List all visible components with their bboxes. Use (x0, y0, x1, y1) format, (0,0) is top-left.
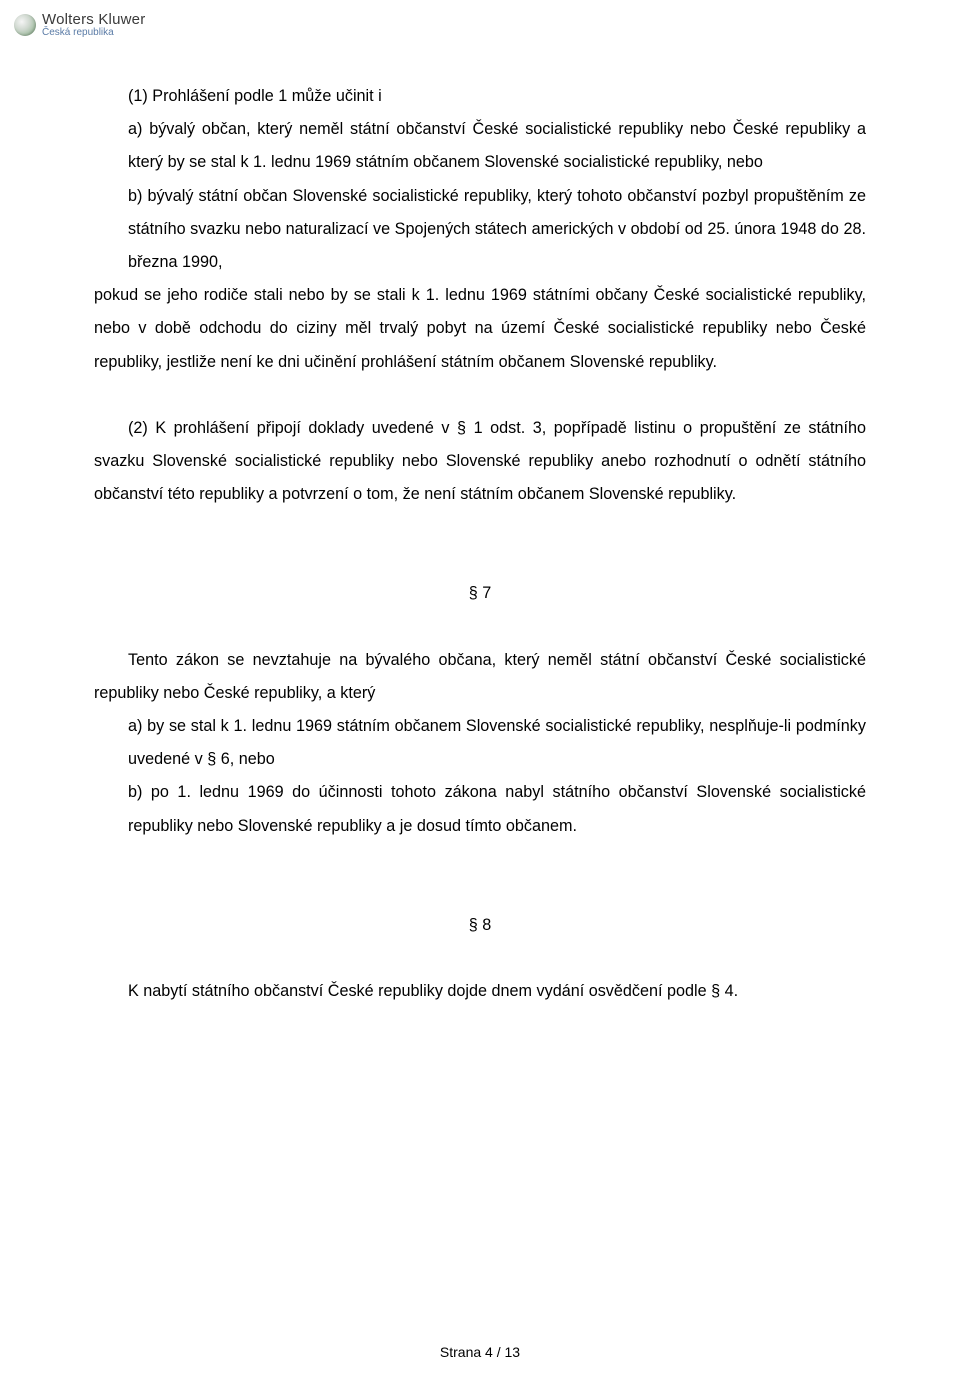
paragraph-9: K nabytí státního občanství České republ… (94, 975, 866, 1008)
list-item-a: a) bývalý občan, který neměl státní obča… (94, 113, 866, 179)
section-7-heading: § 7 (94, 577, 866, 610)
brand-text: Wolters Kluwer Česká republika (42, 12, 145, 38)
globe-icon (14, 14, 36, 36)
paragraph-6: Tento zákon se nevztahuje na bývalého ob… (94, 644, 866, 710)
section-8-heading: § 8 (94, 909, 866, 942)
paragraph-1: (1) Prohlášení podle 1 může učinit i (94, 80, 866, 113)
paragraph-continuation: pokud se jeho rodiče stali nebo by se st… (94, 279, 866, 379)
document-body: (1) Prohlášení podle 1 může učinit i a) … (94, 80, 866, 1008)
list-item-7a: a) by se stal k 1. lednu 1969 státním ob… (94, 710, 866, 776)
list-item-b: b) bývalý státní občan Slovenské sociali… (94, 180, 866, 280)
page-footer: Strana 4 / 13 (0, 1344, 960, 1360)
list-item-7b: b) po 1. lednu 1969 do účinnosti tohoto … (94, 776, 866, 842)
paragraph-2: (2) K prohlášení připojí doklady uvedené… (94, 412, 866, 512)
brand-logo: Wolters Kluwer Česká republika (14, 12, 145, 38)
page-number: Strana 4 / 13 (440, 1344, 520, 1360)
brand-name: Wolters Kluwer (42, 12, 145, 27)
brand-subtitle: Česká republika (42, 28, 145, 38)
